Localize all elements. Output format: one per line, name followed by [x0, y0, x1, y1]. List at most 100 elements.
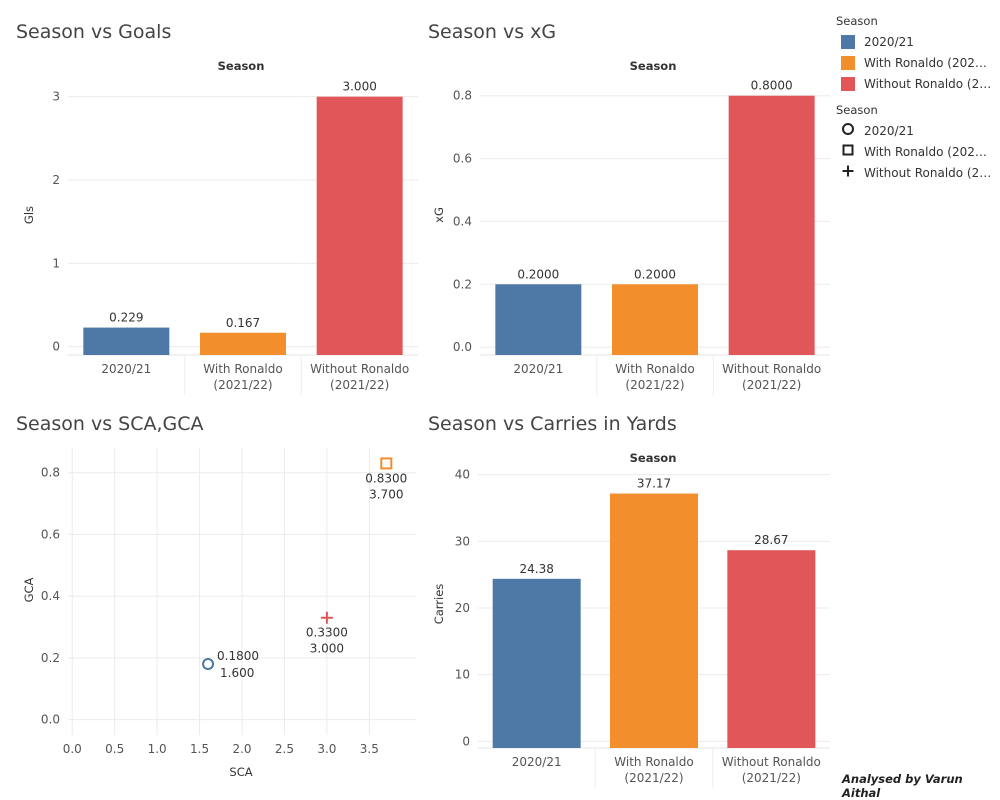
square-shape-icon — [841, 143, 855, 160]
x-tick-label: 2.0 — [232, 742, 251, 756]
y-tick-label: 3 — [52, 90, 60, 104]
y-axis-label: Gls — [22, 206, 36, 224]
bar-1 — [495, 284, 582, 355]
legend-label: 2020/21 — [864, 34, 914, 49]
color-swatch — [841, 55, 855, 70]
point-label-gca: 0.3300 — [306, 626, 348, 640]
bar-value-label: 0.2000 — [517, 267, 559, 281]
bar-1 — [492, 578, 581, 748]
legend-label: Without Ronaldo (20.. — [864, 76, 992, 91]
bar-2 — [612, 284, 698, 355]
bar-2 — [200, 332, 286, 355]
carries-chart-title: Season vs Carries in Yards — [428, 413, 677, 435]
x-tick-label: 1.0 — [148, 742, 167, 756]
y-tick-label: 20 — [455, 601, 470, 615]
color-swatch — [841, 76, 855, 91]
y-tick-label: 0.8 — [41, 466, 60, 480]
y-tick-label: 30 — [455, 534, 470, 548]
y-tick-label: 0.0 — [453, 340, 472, 354]
legend-color-title: Season — [836, 14, 878, 28]
x-category-label: 2020/21 — [513, 362, 563, 376]
bar-value-label: 3.000 — [342, 80, 376, 94]
y-tick-label: 10 — [455, 668, 470, 682]
legend-shape-with-ronaldo[interactable]: With Ronaldo (2021/.. — [836, 141, 1000, 162]
y-tick-label: 2 — [52, 173, 60, 187]
bar-2 — [610, 493, 698, 748]
legend-item-2020-21[interactable]: 2020/21 — [836, 31, 1000, 52]
circle-shape-icon — [841, 122, 855, 139]
x-category-label: With Ronaldo — [614, 755, 693, 769]
x-category-label: Without Ronaldo — [722, 362, 821, 376]
x-tick-label: 3.0 — [317, 742, 336, 756]
x-tick-label: 0.0 — [63, 742, 82, 756]
x-category-label: With Ronaldo — [203, 362, 282, 376]
y-axis-label: Carries — [432, 584, 446, 625]
x-tick-label: 0.5 — [105, 742, 124, 756]
scatter-point-square — [380, 457, 393, 470]
x-category-label: Without Ronaldo — [310, 362, 409, 376]
y-tick-label: 0.8 — [453, 89, 472, 103]
point-label-gca: 0.1800 — [217, 649, 259, 663]
legend-item-without-ronaldo[interactable]: Without Ronaldo (20.. — [836, 73, 1000, 94]
legend-label: With Ronaldo (2021/.. — [864, 55, 992, 70]
x-category-label: (2021/22) — [624, 771, 683, 785]
y-axis-label: GCA — [22, 577, 36, 602]
bar-value-label: 24.38 — [519, 562, 553, 576]
legend-item-with-ronaldo[interactable]: With Ronaldo (2021/.. — [836, 52, 1000, 73]
x-axis-label: SCA — [229, 765, 252, 779]
author-credit: Analysed by Varun Aithal — [842, 772, 963, 800]
legend-shape-title: Season — [836, 103, 878, 117]
point-label-gca: 0.8300 — [365, 471, 407, 485]
chart-header-label: Season — [630, 451, 677, 465]
chart-header-label: Season — [630, 59, 677, 73]
y-tick-label: 0.6 — [41, 527, 60, 541]
x-category-label: (2021/22) — [330, 378, 389, 392]
legend: Season 2020/21 With Ronaldo (2021/.. Wit… — [836, 14, 1000, 183]
x-category-label: With Ronaldo — [615, 362, 694, 376]
legend-label: 2020/21 — [864, 123, 914, 138]
y-tick-label: 0 — [52, 340, 60, 354]
x-category-label: (2021/22) — [742, 378, 801, 392]
y-tick-label: 0.2 — [41, 651, 60, 665]
x-tick-label: 1.5 — [190, 742, 209, 756]
plus-shape-icon — [841, 164, 855, 181]
legend-shape-without-ronaldo[interactable]: Without Ronaldo (20.. — [836, 162, 1000, 183]
x-category-label: (2021/22) — [742, 771, 801, 785]
y-tick-label: 0.4 — [453, 214, 472, 228]
x-tick-label: 2.5 — [275, 742, 294, 756]
y-tick-label: 0 — [462, 734, 470, 748]
y-tick-label: 0.6 — [453, 152, 472, 166]
x-category-label: (2021/22) — [625, 378, 684, 392]
x-category-label: 2020/21 — [512, 755, 562, 769]
bar-1 — [83, 327, 170, 355]
y-tick-label: 0.4 — [41, 589, 60, 603]
bar-value-label: 0.8000 — [751, 79, 793, 93]
legend-shape-2020-21[interactable]: 2020/21 — [836, 120, 1000, 141]
y-tick-label: 40 — [455, 468, 470, 482]
x-tick-label: 3.5 — [360, 742, 379, 756]
y-tick-label: 0.2 — [453, 277, 472, 291]
x-category-label: Without Ronaldo — [722, 755, 821, 769]
point-label-sca: 3.700 — [369, 487, 403, 501]
bar-value-label: 0.167 — [226, 316, 260, 330]
bar-value-label: 0.2000 — [634, 267, 676, 281]
goals-chart-title: Season vs Goals — [16, 21, 172, 43]
point-label-sca: 1.600 — [220, 666, 254, 680]
bar-value-label: 28.67 — [754, 533, 788, 547]
bar-3 — [727, 550, 816, 748]
y-axis-label: xG — [432, 207, 446, 223]
x-category-label: 2020/21 — [101, 362, 151, 376]
legend-label: Without Ronaldo (20.. — [864, 165, 992, 180]
color-swatch — [841, 34, 855, 49]
point-label-sca: 3.000 — [310, 642, 344, 656]
chart-header-label: Season — [218, 59, 265, 73]
legend-label: With Ronaldo (2021/.. — [864, 144, 992, 159]
scatter-point-plus — [320, 611, 333, 624]
xg-chart-title: Season vs xG — [428, 21, 557, 43]
scatter-point-circle — [202, 658, 215, 671]
y-tick-label: 0.0 — [41, 713, 60, 727]
y-tick-label: 1 — [52, 256, 60, 270]
x-category-label: (2021/22) — [213, 378, 272, 392]
bar-3 — [316, 96, 403, 356]
